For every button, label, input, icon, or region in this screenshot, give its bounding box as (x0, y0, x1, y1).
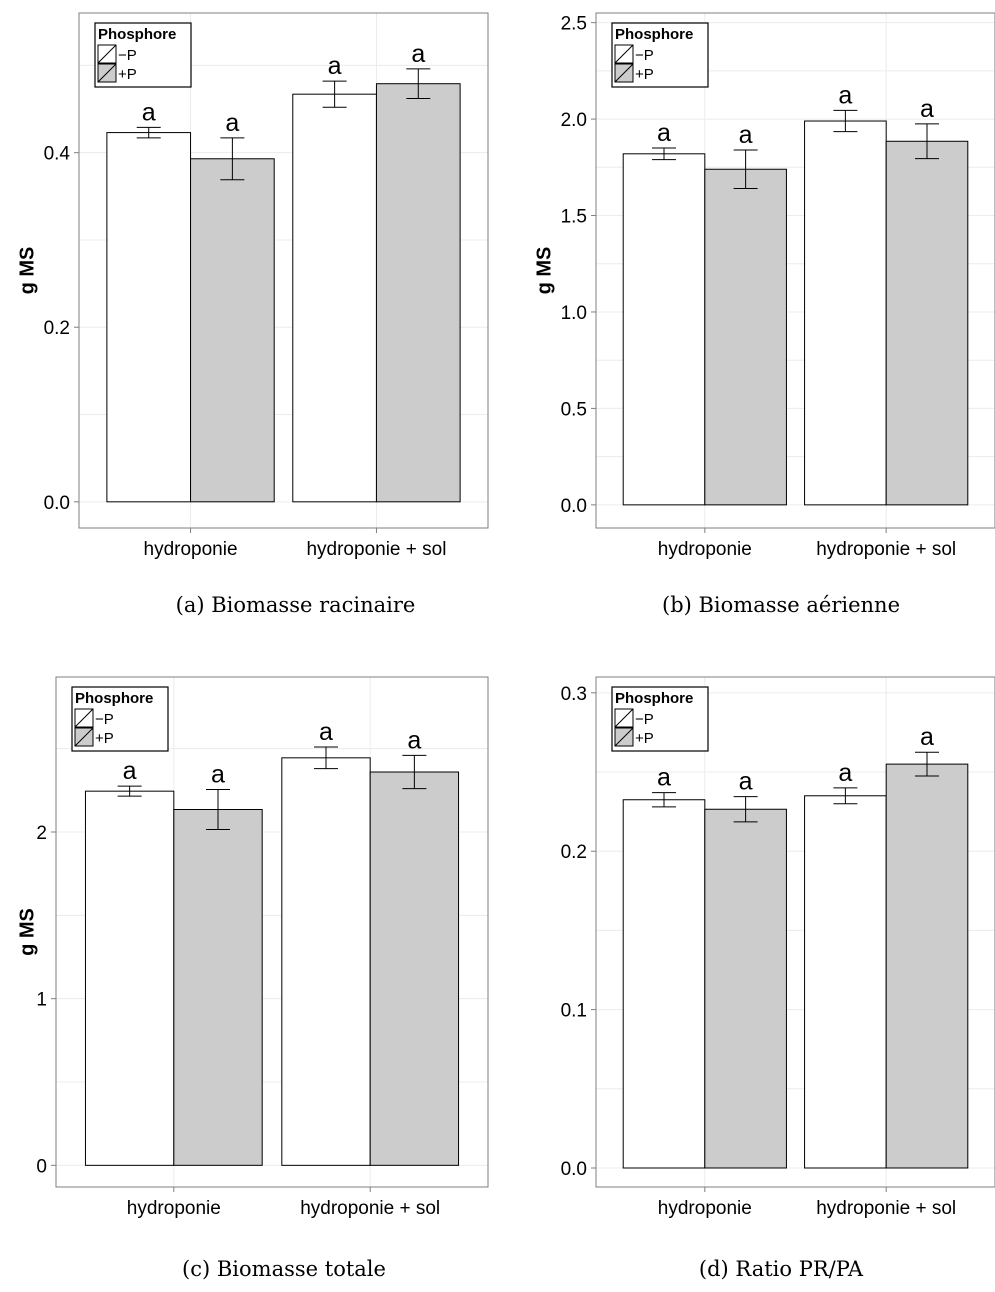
bar (173, 809, 263, 1166)
bar (622, 799, 706, 1169)
bar (885, 763, 969, 1169)
y-tick-label: 0.2 (44, 318, 70, 339)
significance-label: a (328, 52, 342, 80)
legend-key-slash (74, 727, 94, 747)
legend-title: Phosphore (615, 26, 693, 43)
bar (106, 132, 192, 503)
significance-label: a (319, 718, 333, 746)
significance-label: a (142, 98, 156, 126)
y-tick-label: 0.3 (561, 684, 587, 705)
x-tick-label: hydroponie + sol (300, 1198, 440, 1219)
y-axis-title: g MS (533, 247, 555, 295)
chart-panel-3: a a a a 0 1 2 hydroponie hydroponie + sol g MS Pho… (16, 676, 489, 1281)
significance-label: a (657, 764, 671, 792)
y-tick-label: 0.5 (561, 399, 587, 420)
y-tick-label: 0.0 (561, 1159, 587, 1180)
significance-label: a (407, 726, 421, 754)
significance-label: a (920, 95, 934, 123)
legend-entry: +P (635, 66, 654, 83)
bar (704, 808, 787, 1169)
significance-label: a (411, 40, 425, 68)
x-tick-label: hydroponie + sol (816, 539, 956, 560)
legend-entry: −P (95, 711, 114, 728)
significance-label: a (225, 109, 239, 137)
y-tick-label: 2.0 (561, 110, 587, 131)
x-tick-label: hydroponie (658, 1198, 752, 1219)
chart-panel-2: a a a a 0.0 0.5 1.0 1.5 2.0 2.5 hydroponie hydropon… (533, 12, 995, 617)
legend-entry: −P (118, 47, 137, 64)
x-tick-label: hydroponie + sol (306, 539, 446, 560)
bar (704, 168, 787, 506)
legend-key-slash (614, 63, 634, 83)
panel-caption: (d) Ratio PR/PA (699, 1257, 864, 1281)
y-tick-label: 0 (36, 1156, 47, 1177)
bar (375, 83, 461, 503)
bar (281, 757, 371, 1166)
x-tick-label: hydroponie (658, 539, 752, 560)
significance-label: a (739, 121, 753, 149)
significance-label: a (657, 119, 671, 147)
significance-label: a (920, 723, 934, 751)
bar (292, 93, 377, 503)
legend-key-slash (614, 44, 634, 64)
y-tick-label: 1.5 (561, 207, 587, 228)
y-tick-label: 2.5 (561, 14, 587, 35)
plot-border (595, 12, 995, 529)
legend-title: Phosphore (615, 690, 693, 707)
chart-panel-4: a a a a 0.0 0.1 0.2 0.3 hydroponie hydroponie + s… (561, 676, 995, 1281)
bar (190, 158, 275, 503)
y-tick-label: 1 (36, 990, 47, 1011)
bar (84, 790, 175, 1166)
bar (804, 795, 887, 1169)
significance-label: a (211, 761, 225, 789)
x-tick-label: hydroponie + sol (816, 1198, 956, 1219)
plot-border (55, 676, 489, 1188)
significance-label: a (123, 757, 137, 785)
legend-entry: −P (635, 47, 654, 64)
legend-key-slash (97, 63, 117, 83)
y-axis-title: g MS (16, 247, 38, 295)
legend-key-slash (614, 708, 634, 728)
legend-key-slash (614, 727, 634, 747)
y-tick-label: 0.1 (561, 1001, 587, 1022)
panel-caption: (c) Biomasse totale (182, 1257, 386, 1281)
bar (885, 140, 969, 506)
panel-caption: (b) Biomasse aérienne (662, 593, 900, 617)
legend-entry: +P (635, 730, 654, 747)
legend-entry: −P (635, 711, 654, 728)
significance-label: a (838, 81, 852, 109)
legend-title: Phosphore (75, 690, 153, 707)
plot-border (78, 12, 489, 529)
y-tick-label: 2 (36, 823, 47, 844)
bar (369, 771, 460, 1166)
y-tick-label: 0.2 (561, 842, 587, 863)
legend-entry: +P (118, 66, 137, 83)
x-tick-label: hydroponie (127, 1198, 221, 1219)
bar (622, 153, 706, 506)
panel-caption: (a) Biomasse racinaire (176, 593, 416, 617)
y-tick-label: 0.0 (44, 493, 70, 514)
x-tick-label: hydroponie (144, 539, 238, 560)
bar (804, 120, 887, 506)
legend-key-slash (97, 44, 117, 64)
y-tick-label: 0.4 (44, 144, 71, 165)
chart-panel-1: a a a a 0.0 0.2 0.4 hydroponie hydroponie + sol g… (16, 12, 489, 617)
legend-entry: +P (95, 730, 114, 747)
legend-title: Phosphore (98, 26, 176, 43)
y-tick-label: 1.0 (561, 303, 587, 324)
y-tick-label: 0.0 (561, 496, 587, 517)
plot-border (595, 676, 995, 1188)
legend-key-slash (74, 708, 94, 728)
significance-label: a (838, 759, 852, 787)
significance-label: a (739, 768, 753, 796)
y-axis-title: g MS (16, 908, 38, 956)
